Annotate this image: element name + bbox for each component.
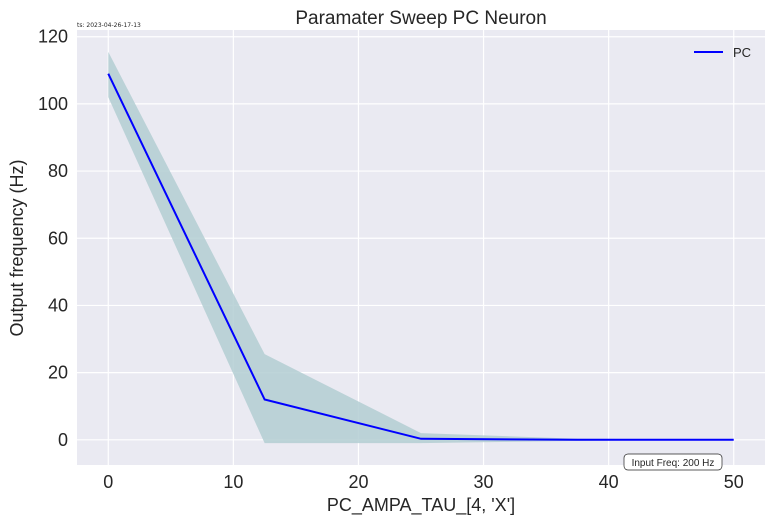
y-axis-title: Output frequency (Hz) (7, 159, 27, 336)
y-tick-label: 40 (48, 295, 68, 315)
x-tick-label: 10 (223, 472, 243, 492)
series-line-pc (107, 73, 734, 441)
x-tick-label: 30 (474, 472, 494, 492)
timestamp: ts: 2023-04-26-17-13 (77, 22, 141, 29)
y-tick-label: 80 (48, 161, 68, 181)
x-tick-label: 20 (348, 472, 368, 492)
annotation-box: Input Freq: 200 Hz (623, 453, 723, 471)
x-tick-label: 40 (599, 472, 619, 492)
y-tick-label: 0 (58, 430, 68, 450)
legend-label-pc: PC (733, 45, 751, 60)
x-axis-title: PC_AMPA_TAU_[4, 'X'] (327, 495, 515, 516)
grid (77, 30, 765, 465)
x-tick-label: 50 (724, 472, 744, 492)
y-tick-label: 60 (48, 228, 68, 248)
y-tick-label: 100 (38, 94, 68, 114)
chart-title: Paramater Sweep PC Neuron (295, 8, 546, 29)
annotation-text: Input Freq: 200 Hz (632, 458, 715, 469)
annotation-frame (623, 453, 723, 471)
y-tick-label: 120 (38, 27, 68, 47)
y-tick-label: 20 (48, 363, 68, 383)
legend: PC (694, 45, 751, 60)
x-tick-label: 0 (103, 472, 113, 492)
y-ticks: 0 20 40 60 80 100 120 (38, 27, 68, 450)
x-ticks: 0 10 20 30 40 50 (103, 472, 743, 492)
